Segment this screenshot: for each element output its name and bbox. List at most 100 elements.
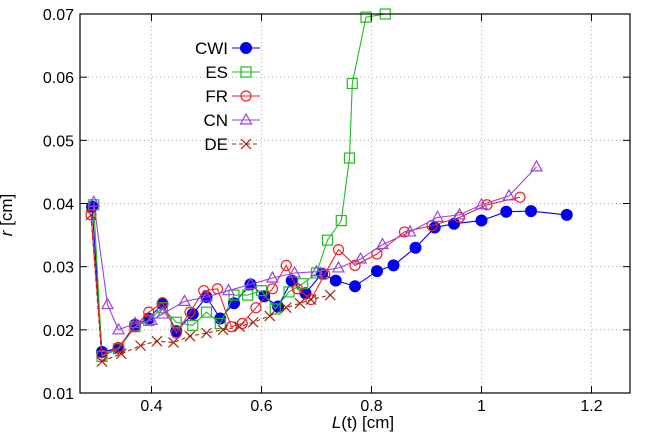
data-point-cn [265, 270, 280, 283]
x-axis-label: L(t) [cm] [332, 413, 394, 432]
data-point-de [96, 355, 108, 367]
y-tick-label: 0.03 [43, 260, 74, 277]
data-point-de [247, 316, 259, 328]
series-line-de [90, 214, 331, 363]
data-point-de [280, 302, 292, 314]
data-point-cn [309, 264, 324, 277]
legend-label-cn: CN [203, 111, 228, 130]
data-point-de-stroke [184, 330, 196, 342]
data-point-fr [514, 191, 526, 203]
data-point-cn [331, 260, 346, 273]
data-point-cn [199, 289, 214, 302]
legend-label-es: ES [205, 63, 228, 82]
data-point-de [264, 310, 276, 322]
series-es [88, 8, 391, 362]
legend-marker-es [240, 66, 252, 78]
data-point-de-stroke [168, 337, 179, 348]
data-point-cn [502, 188, 516, 201]
data-point-cwi [409, 241, 422, 254]
data-point-cn [375, 237, 390, 250]
legend-marker-fr [240, 90, 252, 102]
data-point-cwi [349, 280, 361, 293]
data-point-de-stroke [305, 294, 317, 305]
data-point-de [294, 297, 306, 309]
data-point-de [234, 321, 245, 333]
data-point-fr [143, 306, 155, 318]
data-point-cn [243, 277, 258, 289]
data-point-cn [221, 283, 236, 296]
data-point-fr [85, 209, 97, 221]
series-cwi [86, 200, 573, 358]
data-point-fr [236, 317, 248, 330]
x-tick-label: 0.4 [140, 398, 162, 415]
data-point-fr [280, 259, 292, 272]
y-tick-label: 0.01 [43, 386, 74, 403]
data-point-es [214, 317, 226, 330]
data-point-de-stroke [151, 335, 163, 347]
data-point-de [85, 209, 97, 221]
data-point-de [184, 330, 196, 342]
data-point-cn [452, 207, 467, 220]
data-point-de-stroke [135, 340, 146, 352]
legend-marker-de-stroke [240, 138, 252, 150]
data-point-es [321, 234, 334, 246]
y-axis-label: r [cm] [0, 194, 16, 237]
data-point-fr [266, 283, 279, 295]
data-point-es [187, 319, 199, 332]
x-tick-label: 0.6 [250, 398, 272, 415]
data-point-fr [184, 306, 196, 318]
data-point-cwi [475, 214, 488, 227]
y-tick-label: 0.05 [43, 133, 74, 150]
data-point-de [217, 324, 229, 336]
data-point-fr [319, 268, 331, 280]
data-point-fr [250, 302, 262, 314]
legend-label-fr: FR [205, 87, 228, 106]
data-point-fr [112, 341, 125, 354]
data-point-cn [474, 197, 489, 210]
data-point-fr [349, 259, 361, 272]
data-point-cn [144, 313, 159, 325]
data-point-de-stroke [264, 310, 276, 322]
data-point-de-stroke [294, 297, 306, 309]
series-line-fr [90, 196, 521, 356]
data-point-cn [403, 224, 417, 237]
legend-marker-cwi [240, 42, 252, 54]
data-point-fr [170, 327, 182, 339]
legend-marker-cn [239, 112, 253, 125]
series-layer [85, 8, 573, 367]
data-point-de [151, 335, 163, 347]
data-point-cn [353, 251, 368, 264]
data-point-cn [177, 294, 192, 307]
series-de [85, 209, 336, 367]
data-point-cn [529, 159, 544, 172]
data-point-cn [111, 322, 126, 335]
data-point-es [310, 267, 323, 279]
data-point-es [335, 214, 347, 227]
data-point-fr [291, 283, 303, 295]
data-point-cwi [387, 259, 400, 272]
legend-label-de: DE [204, 135, 228, 154]
data-point-cwi [525, 205, 537, 218]
legend: CWI ES FR CN DE [195, 39, 260, 154]
data-point-de-stroke [324, 289, 336, 301]
legend-label-cwi: CWI [195, 39, 228, 58]
data-point-de-stroke [234, 321, 245, 333]
y-tick-label: 0.04 [43, 197, 74, 214]
data-point-de-stroke [280, 302, 292, 314]
x-tick-label: 0.8 [360, 398, 382, 415]
data-point-de-stroke [115, 348, 127, 360]
y-tick-label: 0.07 [43, 7, 74, 24]
data-point-es [343, 152, 356, 164]
data-point-cwi [329, 274, 342, 287]
data-point-cn [155, 306, 170, 319]
data-point-cwi [371, 265, 383, 278]
y-tick-label: 0.06 [43, 70, 74, 87]
data-point-es [200, 306, 213, 318]
data-point-fr [332, 244, 345, 256]
y-tick-label: 0.02 [43, 323, 74, 340]
data-point-de [305, 294, 317, 305]
series-line-cn [93, 166, 537, 331]
data-point-de [135, 340, 146, 352]
data-point-de-stroke [247, 316, 259, 328]
data-point-cwi [560, 208, 573, 221]
